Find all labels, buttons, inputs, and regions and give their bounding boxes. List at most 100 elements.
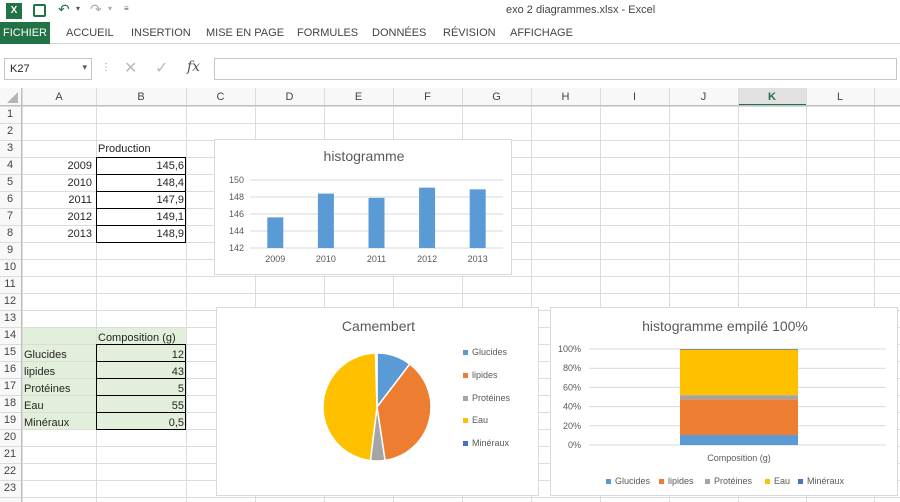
production-value[interactable]: 148,4 — [156, 177, 184, 189]
composition-label[interactable]: Glucides — [24, 349, 67, 361]
row-header[interactable]: 6 — [6, 193, 14, 205]
insert-function-icon[interactable]: fx — [187, 59, 201, 75]
cancel-icon[interactable]: ✕ — [124, 60, 138, 77]
column-header-k[interactable]: K — [768, 91, 776, 103]
legend-label: Glucides — [615, 476, 651, 486]
column-header-i[interactable]: I — [632, 91, 637, 103]
row-header[interactable]: 15 — [3, 346, 17, 358]
stacked-bar-segment — [680, 395, 798, 400]
row-header[interactable]: 17 — [3, 380, 17, 392]
tab-accueil[interactable]: ACCUEIL — [66, 27, 114, 39]
production-year[interactable]: 2009 — [67, 160, 92, 172]
composition-value[interactable]: 0,5 — [168, 417, 184, 429]
column-header-c[interactable]: C — [216, 91, 225, 103]
name-box[interactable]: K27 ▾ — [4, 58, 92, 80]
production-value[interactable]: 145,6 — [156, 160, 184, 172]
column-header-e[interactable]: E — [354, 91, 363, 103]
name-box-value: K27 — [10, 63, 30, 75]
production-header[interactable]: Production — [98, 143, 151, 155]
y-tick-label: 20% — [563, 421, 581, 431]
tab-formules[interactable]: FORMULES — [297, 27, 359, 39]
row-header[interactable]: 13 — [3, 312, 17, 324]
column-header-g[interactable]: G — [492, 91, 501, 103]
bar — [469, 189, 486, 248]
production-year[interactable]: 2010 — [67, 177, 92, 189]
tab-mise-en-page[interactable]: MISE EN PAGE — [206, 27, 285, 39]
undo-icon[interactable]: ↶ — [58, 1, 70, 17]
composition-value[interactable]: 5 — [177, 383, 184, 395]
row-header[interactable]: 11 — [4, 278, 16, 290]
stacked-bar-chart[interactable]: histogramme empilé 100% 0% 20% 40% 60% 80% 10… — [550, 307, 898, 496]
legend-swatch — [705, 479, 710, 485]
legend-label: Eau — [774, 476, 791, 486]
row-header[interactable]: 7 — [6, 210, 14, 222]
row-header[interactable]: 4 — [6, 159, 14, 171]
tab-donnees[interactable]: DONNÉES — [372, 27, 427, 39]
legend-item: lipides — [463, 370, 498, 380]
composition-label[interactable]: lipides — [24, 366, 56, 378]
tab-fichier[interactable]: FICHIER — [0, 22, 50, 44]
production-year[interactable]: 2013 — [67, 228, 92, 240]
row-header[interactable]: 21 — [3, 448, 17, 460]
legend-label: Eau — [472, 415, 489, 425]
stacked-bar-segment — [680, 435, 798, 445]
redo-dropdown-icon[interactable]: ▾ — [108, 4, 113, 13]
legend-item: Minéraux — [463, 438, 509, 448]
legend-item: Minéraux — [798, 476, 844, 486]
formula-input[interactable] — [214, 58, 897, 80]
undo-dropdown-icon[interactable]: ▾ — [76, 4, 81, 13]
composition-header[interactable]: Composition (g) — [98, 332, 176, 344]
composition-value[interactable]: 12 — [171, 349, 184, 361]
production-value[interactable]: 149,1 — [156, 211, 184, 223]
formula-bar-grip-icon[interactable]: ⋮ — [101, 62, 111, 73]
row-header[interactable]: 14 — [3, 329, 17, 341]
row-header[interactable]: 19 — [3, 414, 17, 426]
row-header[interactable]: 10 — [3, 261, 17, 273]
row-header[interactable]: 23 — [3, 482, 17, 494]
y-tick-label: 148 — [229, 192, 244, 202]
tab-insertion[interactable]: INSERTION — [131, 27, 191, 39]
bar-chart[interactable]: histogramme 142 144 146 148 150 2009 2010 2011 2… — [214, 139, 512, 275]
column-header-h[interactable]: H — [561, 91, 570, 103]
save-icon[interactable] — [33, 4, 46, 17]
composition-value[interactable]: 55 — [171, 400, 184, 412]
column-header-b[interactable]: B — [137, 91, 145, 103]
legend-item: Glucides — [606, 476, 650, 486]
production-value[interactable]: 147,9 — [156, 194, 184, 206]
y-tick-label: 60% — [563, 382, 581, 392]
column-header-a[interactable]: A — [55, 91, 63, 103]
enter-icon[interactable]: ✓ — [155, 60, 169, 77]
row-header[interactable]: 12 — [3, 295, 17, 307]
composition-value[interactable]: 43 — [171, 366, 184, 378]
composition-label[interactable]: Protéines — [24, 383, 71, 395]
tab-revision[interactable]: RÉVISION — [443, 27, 496, 39]
row-header[interactable]: 1 — [6, 108, 14, 120]
row-header[interactable]: 5 — [6, 176, 14, 188]
composition-label[interactable]: Minéraux — [24, 417, 70, 429]
pie-chart[interactable]: Camembert Glucides lipides Protéines Eau… — [216, 307, 539, 496]
column-header-f[interactable]: F — [424, 91, 431, 103]
name-box-dropdown-icon[interactable]: ▾ — [82, 62, 87, 72]
customize-qat-icon[interactable]: ≡ — [124, 4, 129, 13]
column-header-l[interactable]: L — [836, 91, 844, 103]
row-header[interactable]: 3 — [6, 142, 14, 154]
legend-swatch — [798, 479, 803, 485]
row-header[interactable]: 18 — [3, 397, 17, 409]
row-header[interactable]: 2 — [6, 125, 14, 137]
row-header[interactable]: 9 — [6, 244, 14, 256]
row-header[interactable]: 22 — [3, 465, 17, 477]
legend-label: Glucides — [472, 347, 508, 357]
y-tick-label: 150 — [229, 175, 244, 185]
production-year[interactable]: 2011 — [68, 194, 92, 206]
column-header-d[interactable]: D — [285, 91, 294, 103]
composition-label[interactable]: Eau — [24, 400, 44, 412]
row-header[interactable]: 16 — [3, 363, 17, 375]
row-header[interactable]: 20 — [3, 431, 17, 443]
production-value[interactable]: 148,9 — [156, 228, 184, 240]
production-year[interactable]: 2012 — [67, 211, 92, 223]
column-header-j[interactable]: J — [700, 91, 707, 103]
row-header[interactable]: 8 — [6, 227, 14, 239]
redo-icon[interactable]: ↷ — [90, 1, 102, 17]
tab-affichage[interactable]: AFFICHAGE — [510, 27, 573, 39]
